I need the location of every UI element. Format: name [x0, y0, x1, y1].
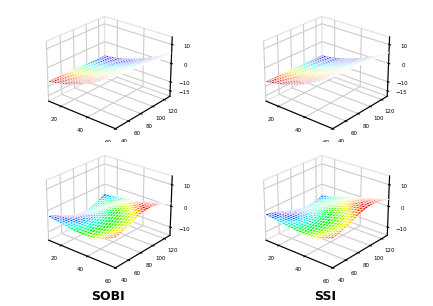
Text: SSI: SSI	[314, 290, 336, 303]
Text: SOBI: SOBI	[91, 290, 125, 303]
